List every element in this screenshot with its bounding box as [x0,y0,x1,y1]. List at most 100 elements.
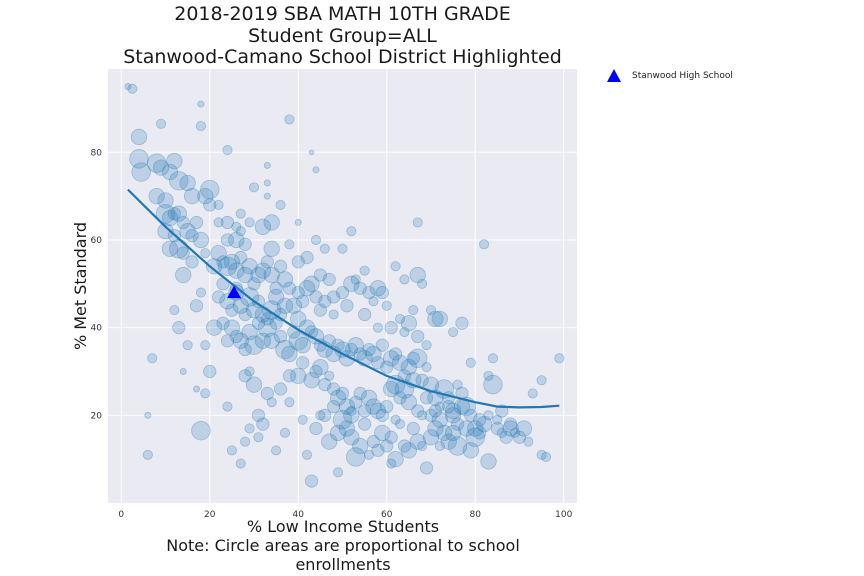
school-point [223,253,241,271]
school-point [232,332,249,349]
x-axis-label: % Low Income Students [246,517,440,536]
school-point [157,192,174,209]
school-point [380,439,394,453]
school-point [358,404,372,418]
school-point [294,218,302,226]
school-point [319,243,330,254]
y-tick-label: 40 [91,324,103,334]
school-point [309,290,323,304]
trend-line [127,188,560,409]
school-point [327,382,341,396]
school-point [523,436,534,447]
school-point [362,342,376,357]
school-point [353,347,367,361]
school-point [279,427,291,438]
school-point [442,399,456,414]
school-point [290,367,307,385]
school-point [421,362,432,373]
chart-title-line-2: Student Group=ALL [248,25,437,47]
school-point [220,334,235,348]
school-point [179,367,187,375]
school-point [244,366,255,377]
school-point [238,369,252,383]
school-point [271,445,282,456]
school-point [284,397,295,408]
school-point [237,266,254,284]
school-point [291,285,305,300]
school-point [260,386,274,401]
x-tick-label: 60 [381,510,393,520]
school-point [362,285,376,300]
y-axis-label: % Met Standard [71,221,90,351]
school-point [431,310,448,328]
school-point [310,234,322,246]
school-point [318,378,332,392]
school-point [527,388,538,399]
school-point [390,414,401,425]
school-point [189,215,204,230]
school-point [254,332,272,349]
school-point [473,413,487,427]
school-point [263,240,280,257]
school-point [384,430,398,444]
school-point [391,354,409,371]
school-point [422,429,440,446]
school-point [312,166,320,174]
school-point [400,442,418,459]
school-point [197,100,205,108]
y-tick-label: 60 [91,236,103,246]
school-point [473,426,487,440]
school-point [130,128,148,146]
school-point [358,307,372,322]
school-point [349,395,363,409]
school-point [450,417,465,431]
school-point [303,275,320,292]
school-point [170,205,187,222]
school-point [502,420,519,437]
school-point [475,415,493,433]
school-point [309,364,323,379]
school-point [479,239,490,250]
school-point [254,262,272,279]
school-point [393,391,407,405]
school-point [281,345,298,363]
y-tick-label: 20 [91,411,103,421]
school-point [411,404,425,418]
school-point [375,408,389,422]
school-point [388,347,403,361]
school-point [250,266,267,284]
school-point [496,427,507,438]
school-point [380,360,394,374]
school-point [127,83,138,94]
school-point [540,451,552,463]
school-point [417,410,428,421]
school-point [352,437,369,455]
school-point [273,259,288,273]
school-point [406,421,420,436]
school-point [185,228,199,243]
school-point [192,231,210,249]
school-point [436,424,453,442]
school-point [179,223,196,240]
school-point [434,440,445,452]
school-point [253,432,264,443]
school-point [269,316,283,330]
school-point [483,370,494,381]
x-tick-label: 100 [555,510,572,520]
school-point [213,217,224,228]
school-point [359,265,370,276]
school-point [374,424,391,442]
school-point [276,271,294,288]
school-point [276,297,294,314]
school-point [169,305,180,316]
school-point [452,379,463,390]
school-point [394,419,406,430]
school-point [383,380,400,398]
school-point [176,246,190,260]
school-point [400,394,418,411]
chart-title-line-1: 2018-2019 SBA MATH 10TH GRADE [174,3,511,25]
school-point [267,288,285,306]
school-point [129,149,149,169]
school-point [203,198,217,212]
school-point [363,449,375,460]
